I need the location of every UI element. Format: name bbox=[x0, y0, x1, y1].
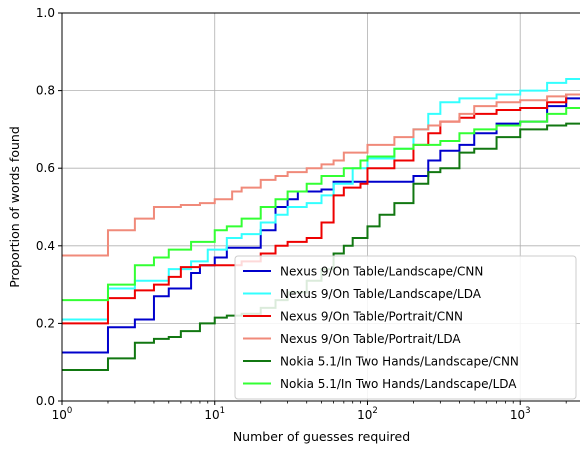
legend: Nexus 9/On Table/Landscape/CNN Nexus 9/On… bbox=[234, 255, 577, 400]
x-tick-label: 103 bbox=[510, 406, 531, 422]
y-tick-label: 0.2 bbox=[36, 316, 55, 330]
legend-label: Nexus 9/On Table/Landscape/CNN bbox=[280, 265, 483, 279]
series-line-6 bbox=[62, 106, 580, 302]
x-tick-label: 102 bbox=[357, 406, 378, 422]
legend-box bbox=[234, 255, 577, 400]
series-line-5 bbox=[62, 121, 580, 371]
legend-label: Nexus 9/On Table/Landscape/LDA bbox=[280, 287, 482, 301]
y-tick-label: 1.0 bbox=[36, 6, 55, 20]
y-tick-label: 0.4 bbox=[36, 239, 55, 253]
y-axis-label: Proportion of words found bbox=[7, 126, 22, 288]
y-tick-label: 0.6 bbox=[36, 161, 55, 175]
x-axis-label: Number of guesses required bbox=[233, 429, 410, 444]
legend-label: Nexus 9/On Table/Portrait/LDA bbox=[280, 332, 461, 346]
series-line-4 bbox=[62, 90, 580, 257]
legend-label: Nexus 9/On Table/Portrait/CNN bbox=[280, 310, 463, 324]
legend-label: Nokia 5.1/In Two Hands/Landscape/CNN bbox=[280, 355, 519, 369]
ticks: 0.0 0.2 0.4 0.6 0.8 1.0 100 101 102 103 bbox=[36, 6, 567, 422]
legend-label: Nokia 5.1/In Two Hands/Landscape/LDA bbox=[280, 377, 517, 391]
series-layer bbox=[62, 77, 580, 371]
y-tick-label: 0.8 bbox=[36, 84, 55, 98]
y-tick-label: 0.0 bbox=[36, 394, 55, 408]
series-line-3 bbox=[62, 88, 580, 325]
x-tick-label: 101 bbox=[204, 406, 225, 422]
x-tick-label: 100 bbox=[52, 406, 73, 422]
